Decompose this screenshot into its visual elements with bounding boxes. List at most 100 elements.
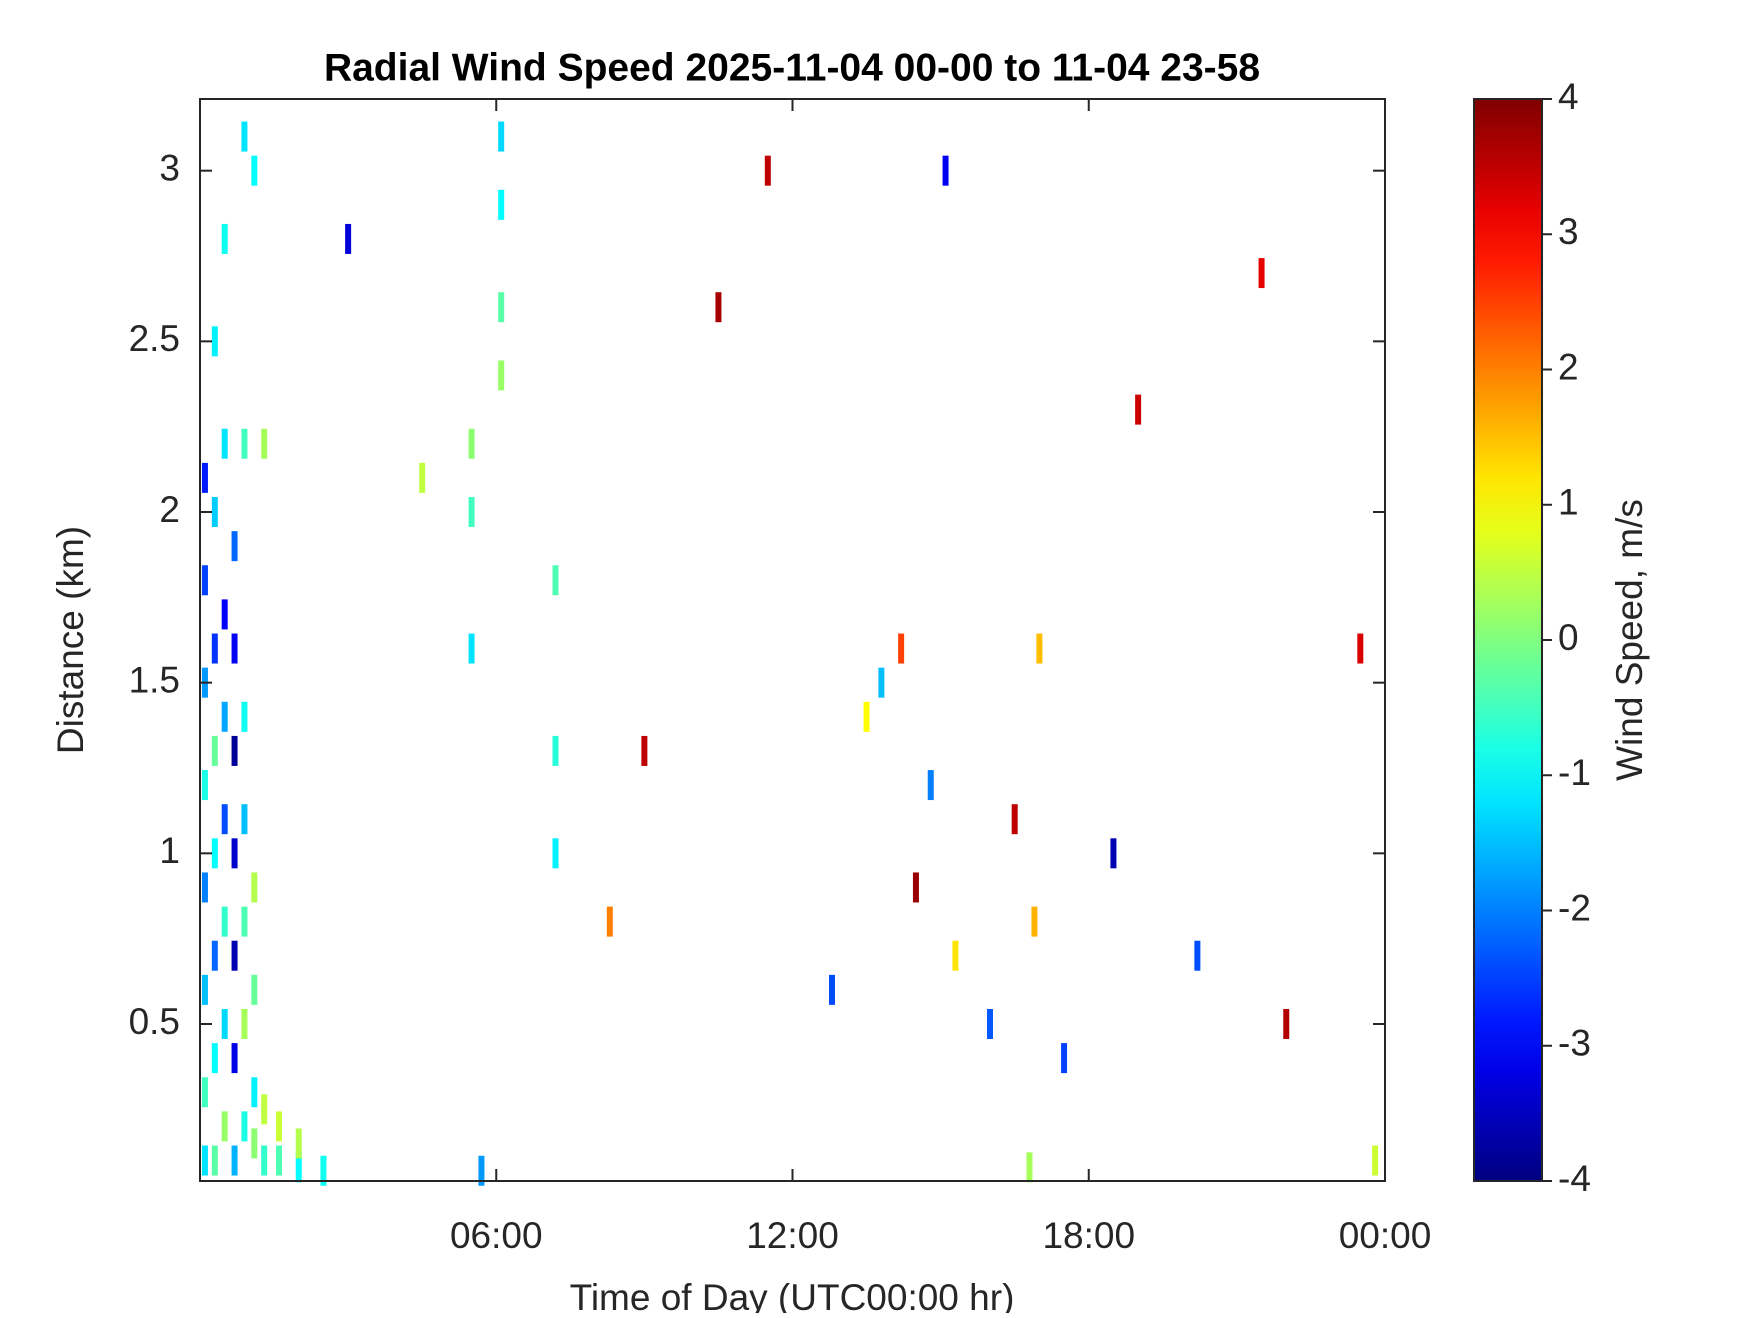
data-cell xyxy=(276,1111,282,1142)
data-cell xyxy=(231,1145,238,1176)
data-cell xyxy=(231,838,238,869)
x-tick-label: 18:00 xyxy=(1042,1215,1135,1256)
data-cell xyxy=(251,155,258,186)
data-cell xyxy=(606,906,613,937)
data-cell xyxy=(552,838,559,869)
data-cell xyxy=(231,940,238,971)
colorbar-tick-label: 0 xyxy=(1558,617,1579,658)
data-cell xyxy=(231,633,238,664)
x-tick-label: 00:00 xyxy=(1339,1215,1432,1256)
x-tick-label: 12:00 xyxy=(746,1215,839,1256)
data-cell xyxy=(251,1077,258,1108)
data-cell xyxy=(1031,906,1038,937)
data-cell xyxy=(498,360,505,391)
x-tick-label: 06:00 xyxy=(450,1215,543,1256)
data-cell xyxy=(211,735,218,766)
data-cell xyxy=(241,1008,248,1039)
data-cell xyxy=(231,735,238,766)
data-cell xyxy=(345,223,352,254)
data-cell xyxy=(276,1145,282,1176)
data-cell xyxy=(201,1145,208,1176)
data-cell xyxy=(1258,258,1265,289)
y-tick-label: 0.5 xyxy=(129,1001,180,1042)
data-cell xyxy=(987,1008,993,1039)
data-cell xyxy=(878,667,885,698)
data-cell xyxy=(641,735,648,766)
data-cell xyxy=(295,1128,302,1159)
y-tick-label: 3 xyxy=(159,147,180,188)
data-cell xyxy=(241,906,248,937)
y-tick-label: 2 xyxy=(159,489,180,530)
data-cell xyxy=(211,497,218,528)
data-cell xyxy=(251,974,258,1005)
y-tick-label: 1.5 xyxy=(129,659,180,700)
y-tick-label: 1 xyxy=(159,830,180,871)
data-cell xyxy=(221,1111,228,1142)
data-cell xyxy=(211,940,218,971)
data-cell xyxy=(201,770,208,801)
colorbar xyxy=(1473,98,1543,1182)
data-cell xyxy=(241,428,248,459)
data-cell xyxy=(1061,1043,1068,1074)
data-cell xyxy=(241,804,248,835)
data-cell xyxy=(898,633,905,664)
data-cell xyxy=(1283,1008,1290,1039)
colorbar-tick-label: 3 xyxy=(1558,211,1579,252)
colorbar-label: Wind Speed, m/s xyxy=(1609,499,1650,781)
data-cell xyxy=(211,326,218,357)
data-cell xyxy=(419,462,426,493)
data-cell xyxy=(468,633,475,664)
data-cell xyxy=(715,292,722,323)
data-cell xyxy=(201,565,208,596)
data-cell xyxy=(221,428,228,459)
data-cell xyxy=(927,770,934,801)
data-cell xyxy=(221,804,228,835)
y-axis-label: Distance (km) xyxy=(50,526,91,754)
data-cell xyxy=(211,1043,218,1074)
data-cell xyxy=(221,599,228,630)
data-cell xyxy=(261,1145,268,1176)
y-tick-label: 2.5 xyxy=(129,318,180,359)
colorbar-tick-label: 2 xyxy=(1558,346,1579,387)
data-cell xyxy=(552,735,559,766)
x-axis-label: Time of Day (UTC00:00 hr) xyxy=(570,1277,1015,1313)
data-cell xyxy=(498,189,505,220)
data-cell xyxy=(1026,1152,1033,1183)
data-cell xyxy=(231,1043,238,1074)
data-cell xyxy=(829,974,835,1005)
colorbar-tick-label: -3 xyxy=(1558,1023,1591,1064)
chart-title: Radial Wind Speed 2025-11-04 00-00 to 11… xyxy=(324,46,1260,89)
data-cell xyxy=(241,701,248,732)
data-cell xyxy=(1372,1145,1379,1176)
data-cell xyxy=(201,462,208,493)
data-cell xyxy=(942,155,949,186)
data-cell xyxy=(231,531,238,562)
data-cell xyxy=(221,701,228,732)
data-cell xyxy=(764,155,771,186)
colorbar-tick-label: -2 xyxy=(1558,887,1591,928)
data-cell xyxy=(952,940,959,971)
colorbar-tick-label: -4 xyxy=(1558,1158,1591,1199)
data-cell xyxy=(468,428,475,459)
data-cell xyxy=(211,838,218,869)
data-cell xyxy=(1357,633,1364,664)
data-cell xyxy=(1036,633,1043,664)
data-cell xyxy=(211,1145,218,1176)
data-cell xyxy=(1135,394,1142,425)
data-cell xyxy=(478,1155,485,1186)
data-cell xyxy=(201,872,208,903)
data-cell xyxy=(1110,838,1117,869)
data-cell xyxy=(1011,804,1018,835)
colorbar-tick-label: -1 xyxy=(1558,752,1591,793)
data-cell xyxy=(241,1111,248,1142)
data-cell xyxy=(863,701,870,732)
data-cell xyxy=(221,223,228,254)
data-cell xyxy=(912,872,919,903)
data-cell xyxy=(468,497,475,528)
data-cell xyxy=(295,1152,302,1183)
data-cell xyxy=(221,906,228,937)
data-cell xyxy=(498,121,505,152)
data-cell xyxy=(201,1077,208,1108)
